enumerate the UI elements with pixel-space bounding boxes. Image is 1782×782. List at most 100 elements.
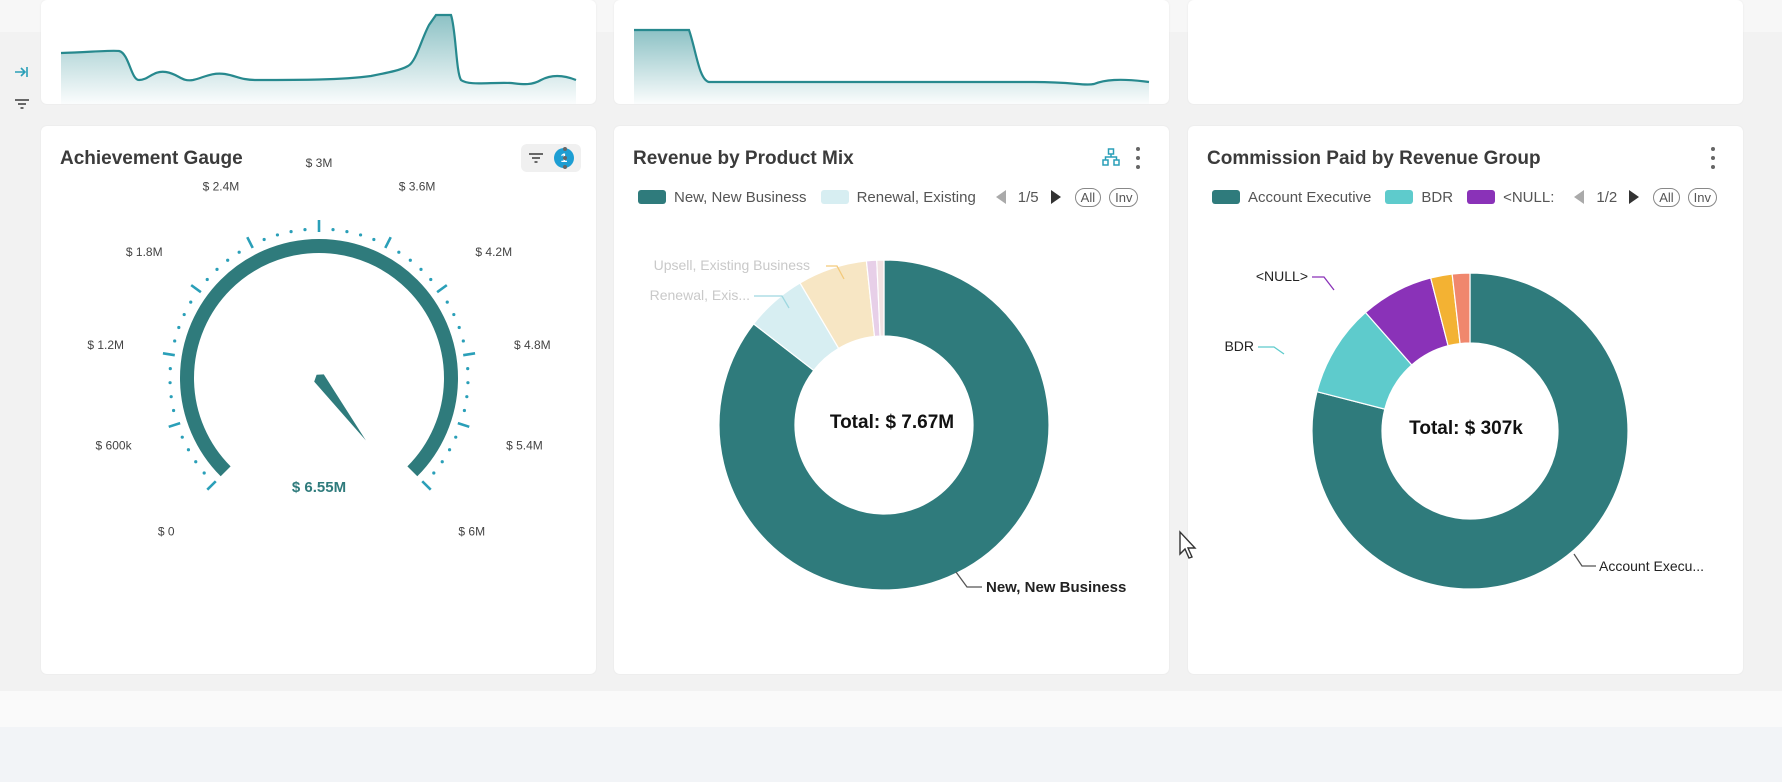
left-rail (0, 32, 36, 691)
gauge-minor-tick (169, 395, 173, 399)
legend-pager: 1/5 All Inv (995, 187, 1139, 207)
gauge-minor-tick (205, 277, 209, 282)
callout-line (955, 571, 982, 588)
legend-item[interactable]: New, New Business (638, 189, 807, 206)
commission-legend: Account Executive BDR <NULL: 1/2 All Inv (1212, 184, 1718, 210)
bottom-band (0, 691, 1782, 727)
legend-label: New, New Business (674, 188, 807, 206)
callout-main: Account Execu... (1599, 558, 1704, 574)
gauge-minor-tick (262, 237, 266, 242)
sparkline-1 (60, 13, 577, 104)
gauge-minor-tick (429, 277, 433, 282)
legend-next-icon[interactable] (1050, 190, 1061, 204)
gauge-minor-tick (171, 408, 176, 413)
gauge-tick-label: $ 1.8M (126, 245, 163, 259)
legend-swatch (1212, 190, 1240, 204)
legend-pager: 1/2 All Inv (1574, 187, 1718, 207)
mouse-cursor-icon (1178, 530, 1200, 565)
gauge-minor-tick (466, 381, 470, 385)
legend-label: <NULL: (1503, 188, 1555, 206)
gauge-minor-tick (461, 339, 465, 343)
legend-all-button[interactable]: All (1074, 187, 1102, 207)
gauge-major-tick (162, 351, 176, 357)
sparkline-card-1 (41, 0, 596, 104)
collapse-arrow-icon[interactable] (12, 62, 32, 82)
hierarchy-icon[interactable] (1102, 148, 1120, 171)
legend-item[interactable]: Account Executive (1212, 189, 1371, 206)
gauge-value-label: $ 6.55M (292, 479, 346, 496)
gauge-minor-tick (372, 237, 376, 242)
revenue-product-mix-card: Revenue by Product Mix New, New Business… (614, 126, 1169, 674)
gauge-minor-tick (454, 435, 458, 439)
commission-card-title: Commission Paid by Revenue Group (1207, 148, 1541, 169)
gauge-minor-tick (215, 267, 219, 271)
gauge-major-tick (384, 236, 392, 249)
gauge-tick-label: $ 1.2M (87, 338, 124, 352)
callout-bdr: BDR (1224, 338, 1254, 354)
gauge-minor-tick (177, 325, 181, 330)
gauge-major-tick (462, 351, 476, 357)
gauge-needle (314, 374, 366, 441)
gauge-minor-tick (419, 267, 423, 271)
callout-line (826, 265, 845, 280)
revenue-more-icon[interactable] (1135, 147, 1141, 169)
donut-slice[interactable] (876, 259, 885, 337)
gauge-minor-tick (168, 367, 172, 371)
gauge-major-tick (421, 480, 432, 491)
gauge-minor-tick (447, 448, 452, 452)
sparkline-card-3 (1188, 0, 1743, 104)
gauge-minor-tick (275, 233, 280, 237)
dashboard-canvas: Achievement Gauge 1 $ 0$ 600k$ 1.2M$ 1.8… (0, 0, 1743, 691)
callout-main: New, New Business (986, 579, 1126, 596)
gauge-minor-tick (182, 312, 186, 317)
donut-slice[interactable] (718, 259, 1050, 591)
sparkline-2 (634, 28, 1150, 104)
commission-card: Commission Paid by Revenue Group Account… (1188, 126, 1743, 674)
gauge-tick-label: $ 6M (458, 525, 485, 539)
gauge-minor-tick (226, 258, 230, 262)
gauge-minor-tick (440, 460, 444, 464)
gauge-minor-tick (168, 381, 172, 385)
legend-prev-icon[interactable] (1574, 190, 1585, 204)
filter-icon[interactable] (12, 94, 32, 114)
donut-slice[interactable] (1311, 272, 1629, 590)
gauge-minor-tick (345, 230, 349, 234)
gauge-tick-label: $ 3M (306, 156, 333, 170)
gauge-major-tick (168, 421, 181, 429)
legend-item[interactable]: BDR (1385, 189, 1453, 206)
legend-swatch (1467, 190, 1496, 204)
gauge-more-icon[interactable] (562, 147, 568, 169)
legend-inv-button[interactable]: Inv (1109, 187, 1139, 207)
gauge-tick-label: $ 600k (96, 439, 133, 453)
gauge-minor-tick (194, 460, 198, 464)
gauge-tick-label: $ 0 (158, 525, 175, 539)
legend-inv-button[interactable]: Inv (1687, 187, 1718, 207)
gauge-major-tick (206, 480, 217, 491)
commission-more-icon[interactable] (1710, 147, 1716, 169)
callout-line (754, 295, 790, 309)
legend-page-indicator: 1/5 (1017, 188, 1039, 206)
sparkline-card-2 (614, 0, 1169, 104)
legend-item[interactable]: <NULL: (1467, 189, 1554, 206)
callout-line (1258, 346, 1285, 355)
callout-upsell: Upsell, Existing Business (654, 257, 810, 273)
legend-all-button[interactable]: All (1653, 187, 1680, 207)
gauge-tick-label: $ 4.2M (475, 245, 512, 259)
legend-label: Account Executive (1248, 188, 1372, 206)
gauge-minor-tick (358, 233, 363, 237)
legend-prev-icon[interactable] (995, 190, 1006, 204)
legend-item[interactable]: Renewal, Existing (820, 189, 976, 206)
gauge-minor-tick (452, 312, 456, 317)
gauge-minor-tick (237, 250, 241, 254)
gauge-minor-tick (432, 471, 436, 475)
gauge-minor-tick (462, 408, 467, 413)
commission-total-label: Total: $ 307k (1409, 418, 1523, 439)
achievement-gauge-card: Achievement Gauge 1 $ 0$ 600k$ 1.2M$ 1.8… (41, 126, 596, 674)
revenue-legend: New, New Business Renewal, Existing 1/5 … (638, 184, 1139, 210)
donut-slice[interactable] (1451, 272, 1471, 345)
gauge-minor-tick (303, 228, 307, 232)
callout-line (1312, 276, 1335, 291)
gauge-major-tick (190, 284, 202, 294)
legend-next-icon[interactable] (1629, 190, 1640, 204)
gauge-major-tick (457, 421, 470, 429)
